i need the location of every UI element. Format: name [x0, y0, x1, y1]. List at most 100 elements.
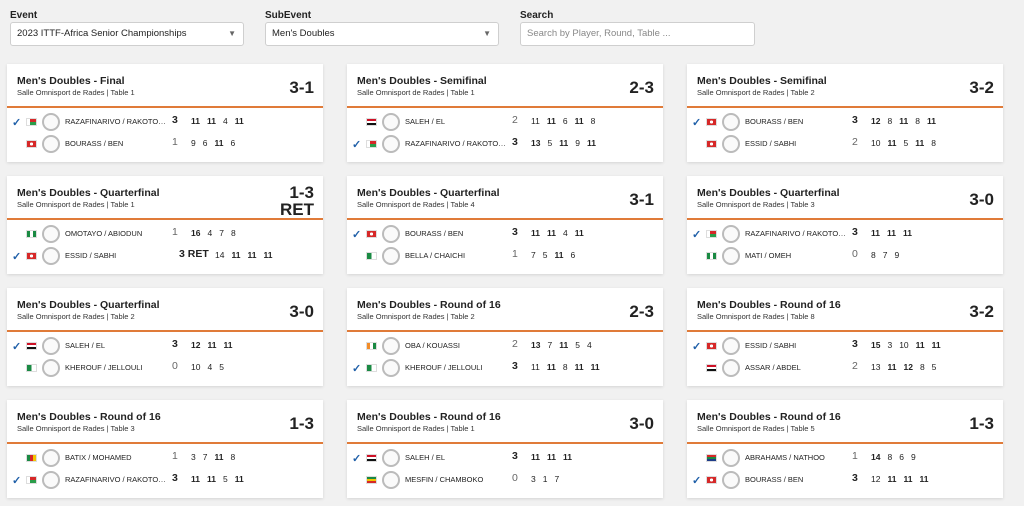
set-score: 7 — [882, 250, 888, 260]
set-scores: 12 11 11 11 — [871, 474, 935, 484]
player-row[interactable]: ✓ RAZAFINARIVO / RAKOTOARIMANANA 3 11 11 11 — [687, 224, 1003, 246]
set-score: 10 — [899, 340, 909, 350]
games-won: 3 RET — [179, 248, 209, 260]
player-row[interactable]: ✓ ESSID / SABHI 3 RET 14 11 11 11 — [7, 246, 323, 268]
set-score: 5 — [575, 340, 580, 350]
set-score: 5 — [903, 138, 909, 148]
games-won: 3 — [172, 338, 178, 350]
flag-icon — [706, 140, 717, 148]
games-won: 1 — [172, 450, 178, 462]
player-row[interactable]: BOURASS / BEN 1 9 6 11 6 — [7, 134, 323, 156]
avatar — [722, 247, 740, 265]
set-score: 7 — [202, 452, 208, 462]
subevent-select-value: Men's Doubles — [272, 28, 335, 39]
player-name: BATIX / MOHAMED — [65, 453, 132, 462]
player-row[interactable]: KHEROUF / JELLOULI 0 10 4 5 — [7, 358, 323, 380]
player-row[interactable]: BATIX / MOHAMED 1 3 7 11 8 — [7, 448, 323, 470]
divider-line — [347, 218, 663, 220]
player-row[interactable]: ✓ KHEROUF / JELLOULI 3 11 11 8 11 11 — [347, 358, 663, 380]
player-row[interactable]: ASSAR / ABDEL 2 13 11 12 8 5 — [687, 358, 1003, 380]
player-row[interactable]: ✓ SALEH / EL 3 12 11 11 — [7, 336, 323, 358]
set-score: 11 — [871, 228, 880, 238]
set-scores: 13 5 11 9 11 — [531, 138, 603, 148]
player-row[interactable]: BELLA / CHAICHI 1 7 5 11 6 — [347, 246, 663, 268]
match-card[interactable]: Men's Doubles - Round of 16 Salle Omnispo… — [687, 400, 1003, 498]
match-card[interactable]: Men's Doubles - Round of 16 Salle Omnispo… — [687, 288, 1003, 386]
player-row[interactable]: OMOTAYO / ABIODUN 1 16 4 7 8 — [7, 224, 323, 246]
player-row[interactable]: MESFIN / CHAMBOKO 0 3 1 7 — [347, 470, 663, 492]
player-row[interactable]: ✓ BOURASS / BEN 3 12 11 11 11 — [687, 470, 1003, 492]
match-score: 3-0 — [969, 190, 994, 209]
match-card[interactable]: Men's Doubles - Round of 16 Salle Omnispo… — [347, 288, 663, 386]
event-select[interactable]: 2023 ITTF-Africa Senior Championships ▼ — [10, 22, 244, 46]
match-venue: Salle Omnisport de Rades | Table 2 — [357, 312, 475, 321]
avatar — [722, 225, 740, 243]
player-row[interactable]: ✓ RAZAFINARIVO / RAKOTOARIMANANA 3 11 11 4 11 — [7, 112, 323, 134]
player-name: RAZAFINARIVO / RAKOTOARIMANANA — [745, 229, 847, 238]
set-score: 11 — [231, 250, 241, 260]
divider-line — [687, 330, 1003, 332]
match-venue: Salle Omnisport de Rades | Table 2 — [697, 88, 815, 97]
match-card[interactable]: Men's Doubles - Semifinal Salle Omnisport… — [687, 64, 1003, 162]
player-row[interactable]: SALEH / EL 2 11 11 6 11 8 — [347, 112, 663, 134]
player-row[interactable]: ✓ RAZAFINARIVO / RAKOTOARIMANANA 3 11 11 5 11 — [7, 470, 323, 492]
set-scores: 9 6 11 6 — [191, 138, 242, 148]
match-card[interactable]: Men's Doubles - Quarterfinal Salle Omnisp… — [7, 176, 323, 274]
set-scores: 3 7 11 8 — [191, 452, 242, 462]
flag-icon — [706, 342, 717, 350]
avatar — [382, 247, 400, 265]
match-card[interactable]: Men's Doubles - Semifinal Salle Omnisport… — [347, 64, 663, 162]
set-score: 11 — [546, 362, 556, 372]
set-score: 11 — [931, 340, 941, 350]
set-score: 13 — [531, 138, 541, 148]
set-scores: 11 11 5 11 — [191, 474, 251, 484]
search-input[interactable]: Search by Player, Round, Table ... — [520, 22, 755, 46]
set-scores: 7 5 11 6 — [531, 250, 582, 260]
set-scores: 11 11 8 11 11 — [531, 362, 607, 372]
player-row[interactable]: ✓ RAZAFINARIVO / RAKOTOARIMANANA 3 13 5 11 9 11 — [347, 134, 663, 156]
set-score: 9 — [910, 452, 916, 462]
avatar — [42, 449, 60, 467]
match-card[interactable]: Men's Doubles - Round of 16 Salle Omnispo… — [7, 400, 323, 498]
divider-line — [347, 106, 663, 108]
player-name: ASSAR / ABDEL — [745, 363, 801, 372]
match-card[interactable]: Men's Doubles - Quarterfinal Salle Omnisp… — [687, 176, 1003, 274]
set-score: 8 — [562, 362, 568, 372]
flag-icon — [26, 342, 37, 350]
set-score: 14 — [871, 452, 881, 462]
player-row[interactable]: MATI / OMEH 0 8 7 9 — [687, 246, 1003, 268]
set-scores: 10 4 5 — [191, 362, 231, 372]
player-row[interactable]: ✓ SALEH / EL 3 11 11 11 — [347, 448, 663, 470]
games-won: 2 — [512, 338, 518, 350]
player-row[interactable]: ESSID / SABHI 2 10 11 5 11 8 — [687, 134, 1003, 156]
set-score: 1 — [542, 474, 548, 484]
match-venue: Salle Omnisport de Rades | Table 1 — [17, 88, 135, 97]
flag-icon — [706, 252, 717, 260]
match-card[interactable]: Men's Doubles - Final Salle Omnisport de … — [7, 64, 323, 162]
player-row[interactable]: ABRAHAMS / NATHOO 1 14 8 6 9 — [687, 448, 1003, 470]
checkmark-icon: ✓ — [352, 229, 362, 241]
set-score: 4 — [207, 362, 213, 372]
event-label: Event — [10, 10, 38, 21]
match-card[interactable]: Men's Doubles - Quarterfinal Salle Omnisp… — [7, 288, 323, 386]
player-row[interactable]: OBA / KOUASSI 2 13 7 11 5 4 — [347, 336, 663, 358]
player-name: RAZAFINARIVO / RAKOTOARIMANANA — [65, 117, 167, 126]
set-score: 11 — [559, 138, 569, 148]
match-card[interactable]: Men's Doubles - Round of 16 Salle Omnispo… — [347, 400, 663, 498]
games-won: 1 — [172, 136, 178, 148]
set-score: 6 — [899, 452, 904, 462]
set-score: 8 — [919, 362, 925, 372]
match-title: Men's Doubles - Semifinal — [697, 75, 827, 87]
flag-icon — [366, 118, 377, 126]
set-score: 5 — [219, 362, 224, 372]
flag-icon — [26, 140, 37, 148]
match-score: 2-3 — [629, 78, 654, 97]
player-row[interactable]: ✓ ESSID / SABHI 3 15 3 10 11 11 — [687, 336, 1003, 358]
set-score: 4 — [586, 340, 592, 350]
subevent-select[interactable]: Men's Doubles ▼ — [265, 22, 499, 46]
match-card[interactable]: Men's Doubles - Quarterfinal Salle Omnisp… — [347, 176, 663, 274]
divider-line — [687, 218, 1003, 220]
player-row[interactable]: ✓ BOURASS / BEN 3 11 11 4 11 — [347, 224, 663, 246]
player-row[interactable]: ✓ BOURASS / BEN 3 12 8 11 8 11 — [687, 112, 1003, 134]
match-score: 3-0 — [289, 302, 314, 321]
